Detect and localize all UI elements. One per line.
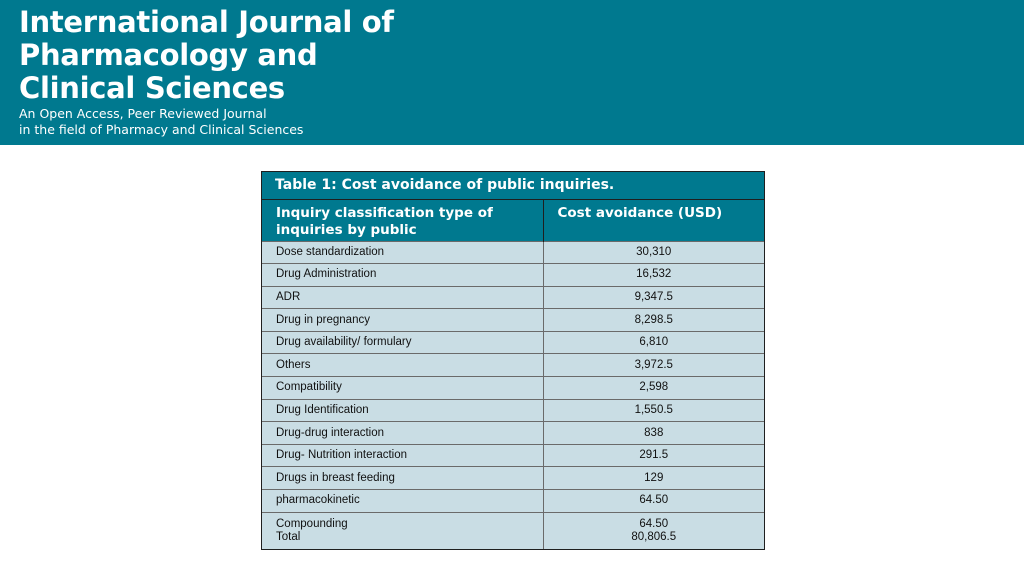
table-row: Drugs in breast feeding 129 — [262, 466, 764, 490]
inquiry-type-cell: Drug availability/ formulary — [262, 330, 544, 354]
table-row: Compounding Total 64.50 80,806.5 — [262, 511, 764, 550]
table-row: Others 3,972.5 — [262, 353, 764, 377]
cost-cell: 16,532 — [543, 263, 764, 287]
inquiry-type-text: Compounding — [276, 517, 348, 530]
cost-cell: 291.5 — [543, 443, 764, 467]
cost-cell: 8,298.5 — [543, 308, 764, 332]
table-row: Drug Identification 1,550.5 — [262, 398, 764, 422]
table-caption: Table 1: Cost avoidance of public inquir… — [262, 172, 764, 200]
journal-subtitle-line-2: in the field of Pharmacy and Clinical Sc… — [19, 122, 304, 137]
table-row: Compatibility 2,598 — [262, 376, 764, 400]
cost-cell: 3,972.5 — [543, 353, 764, 377]
cost-text: 64.50 — [639, 517, 669, 530]
table-row: ADR 9,347.5 — [262, 285, 764, 309]
table-row: Drug- Nutrition interaction 291.5 — [262, 443, 764, 467]
inquiry-type-cell: Drug Identification — [262, 398, 544, 422]
cost-cell: 2,598 — [543, 376, 764, 400]
total-label: Total — [276, 530, 301, 543]
inquiry-type-cell: Drugs in breast feeding — [262, 466, 544, 490]
table-body: Dose standardization 30,310 Drug Administr… — [262, 240, 764, 550]
table-header-row: Inquiry classification type of inquiries… — [262, 200, 764, 241]
journal-banner: International Journal of Pharmacology an… — [0, 0, 1024, 145]
table-row: Drug Administration 16,532 — [262, 263, 764, 287]
inquiry-type-cell: Drug-drug interaction — [262, 421, 544, 445]
inquiry-type-cell: Compatibility — [262, 376, 544, 400]
cost-cell: 64.50 — [543, 489, 764, 513]
inquiry-type-cell: Drug Administration — [262, 263, 544, 287]
column-header-cost-avoidance: Cost avoidance (USD) — [543, 200, 764, 241]
journal-subtitle: An Open Access, Peer Reviewed Journal in… — [19, 106, 303, 138]
cost-cell: 1,550.5 — [543, 398, 764, 422]
cost-cell: 129 — [543, 466, 764, 490]
journal-title: International Journal of Pharmacology an… — [19, 6, 394, 105]
inquiry-type-cell: Dose standardization — [262, 240, 544, 264]
journal-title-line-3: Clinical Sciences — [19, 71, 285, 105]
inquiry-type-cell: Others — [262, 353, 544, 377]
inquiry-type-cell: pharmacokinetic — [262, 489, 544, 513]
journal-title-line-1: International Journal of — [19, 5, 394, 39]
inquiry-type-cell: Drug- Nutrition interaction — [262, 443, 544, 467]
table-row: Drug-drug interaction 838 — [262, 421, 764, 445]
table-row: Drug availability/ formulary 6,810 — [262, 330, 764, 354]
journal-subtitle-line-1: An Open Access, Peer Reviewed Journal — [19, 106, 267, 121]
cost-avoidance-table: Table 1: Cost avoidance of public inquir… — [261, 171, 765, 551]
journal-title-line-2: Pharmacology and — [19, 38, 318, 72]
cost-cell: 838 — [543, 421, 764, 445]
cost-cell: 64.50 80,806.5 — [543, 511, 764, 550]
inquiry-type-cell: Drug in pregnancy — [262, 308, 544, 332]
cost-cell: 30,310 — [543, 240, 764, 264]
cost-cell: 9,347.5 — [543, 285, 764, 309]
total-value: 80,806.5 — [631, 530, 677, 543]
table-row: pharmacokinetic 64.50 — [262, 489, 764, 513]
table-row: Drug in pregnancy 8,298.5 — [262, 308, 764, 332]
column-header-inquiry-type: Inquiry classification type of inquiries… — [262, 200, 544, 241]
inquiry-type-cell: Compounding Total — [262, 511, 544, 550]
table-row: Dose standardization 30,310 — [262, 240, 764, 264]
data-table: Inquiry classification type of inquiries… — [262, 200, 764, 550]
cost-cell: 6,810 — [543, 330, 764, 354]
inquiry-type-cell: ADR — [262, 285, 544, 309]
